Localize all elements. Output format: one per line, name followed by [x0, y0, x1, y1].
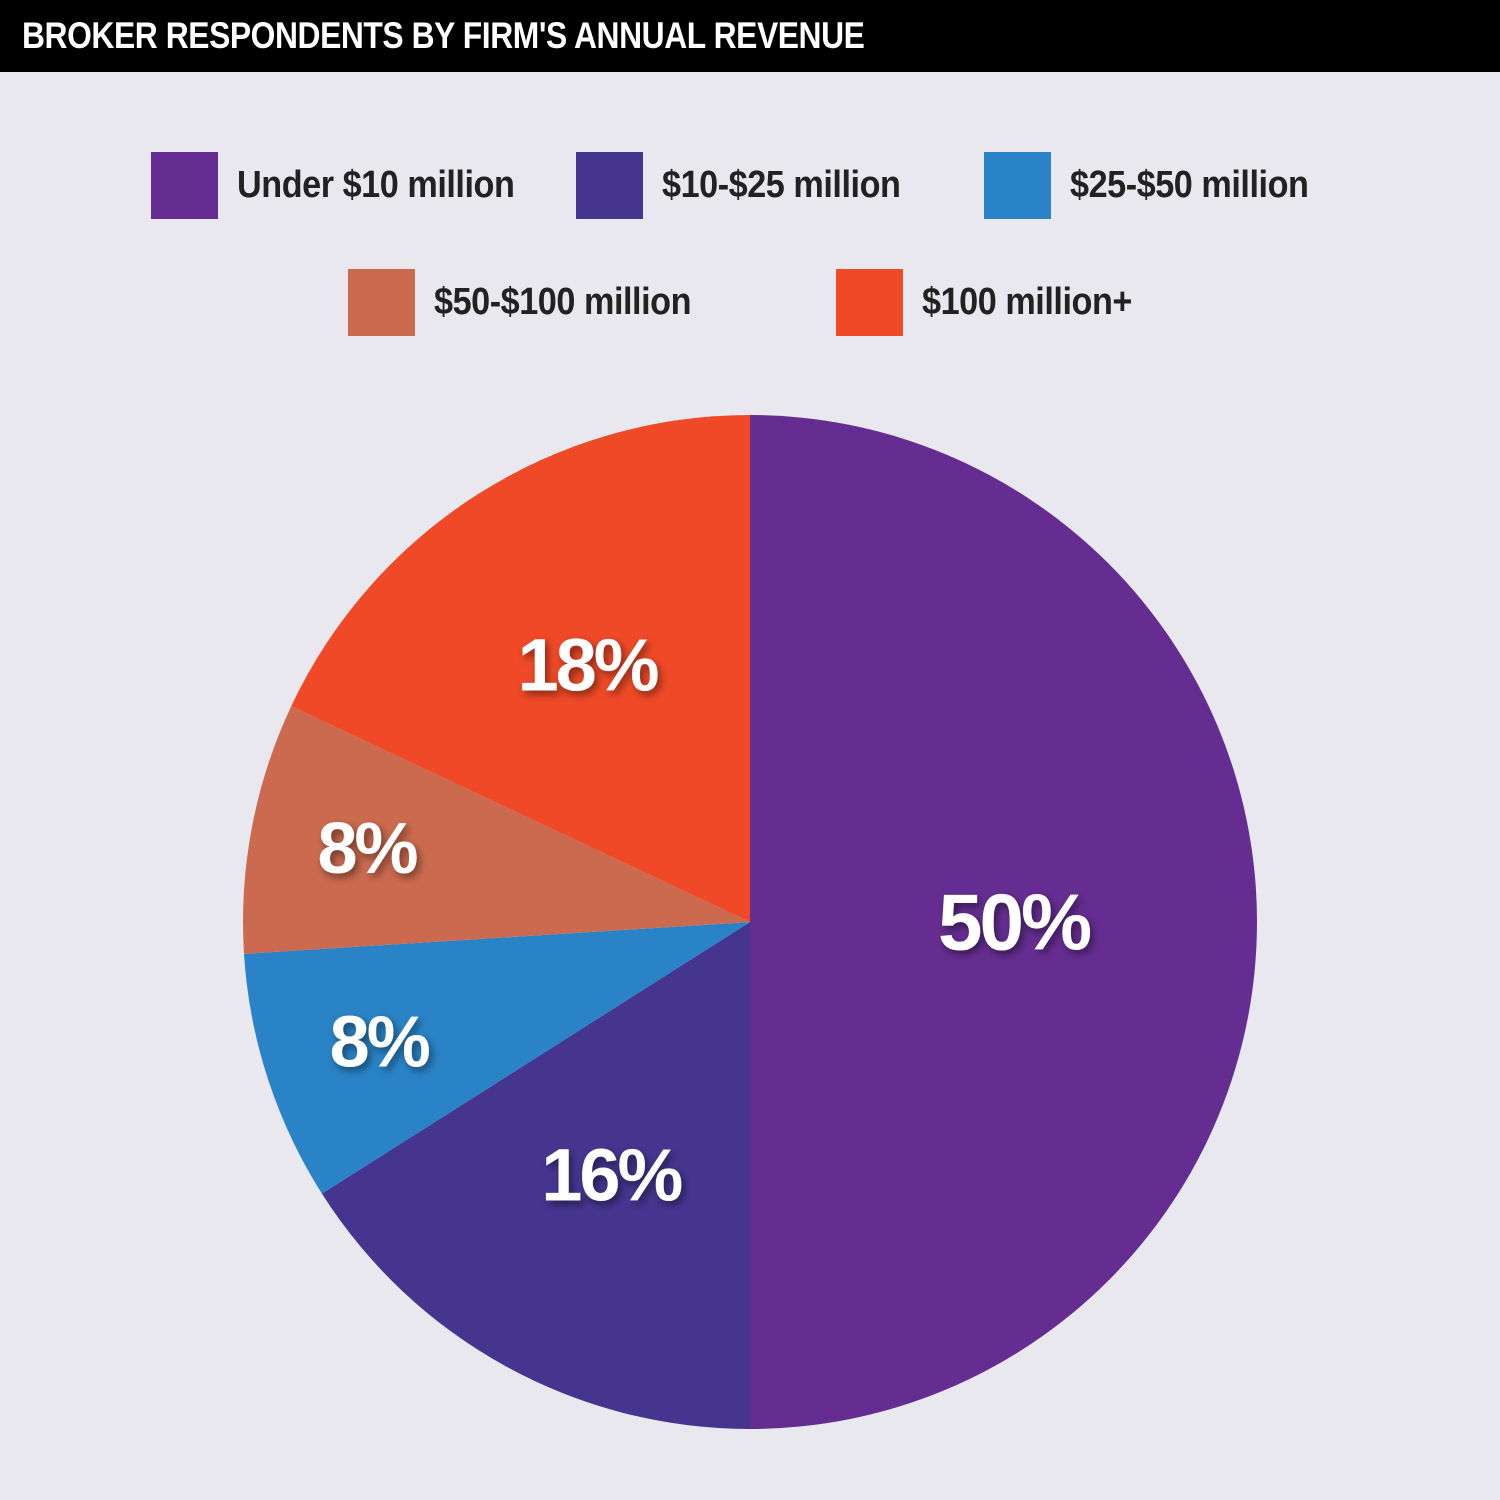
legend-label: $10-$25 million — [662, 164, 901, 206]
pie-slice-under-10m — [750, 415, 1257, 1429]
legend: Under $10 million $10-$25 million $25-$5… — [0, 0, 1500, 360]
pie-slice-25-50m — [244, 922, 750, 1194]
pie-label-25-50m: 8% — [330, 1003, 430, 1083]
legend-item-10-25m: $10-$25 million — [576, 152, 927, 219]
legend-swatch — [984, 152, 1051, 219]
legend-label: $100 million+ — [922, 281, 1132, 323]
legend-swatch — [576, 152, 643, 219]
legend-item-50-100m: $50-$100 million — [348, 269, 720, 336]
legend-item-25-50m: $25-$50 million — [984, 152, 1335, 219]
pie-label-100m-plus: 18% — [517, 624, 657, 707]
chart-title: BROKER RESPONDENTS BY FIRM'S ANNUAL REVE… — [22, 15, 865, 56]
pie-slice-50-100m — [242, 706, 750, 954]
legend-item-100m-plus: $100 million+ — [836, 269, 1155, 336]
pie-slices — [242, 415, 1257, 1429]
pie-slice-10-25m — [321, 922, 750, 1429]
pie-labels: 50% 16% 8% 8% 18% — [317, 624, 1094, 1217]
legend-label: $50-$100 million — [434, 281, 692, 323]
pie-label-10-25m: 16% — [541, 1134, 681, 1217]
legend-swatch — [348, 269, 415, 336]
pie-label-50-100m: 8% — [317, 809, 417, 889]
legend-label: $25-$50 million — [1070, 164, 1309, 206]
legend-swatch — [836, 269, 903, 336]
legend-swatch — [151, 152, 218, 219]
legend-label: Under $10 million — [237, 164, 515, 206]
pie-label-under-10m: 50% — [938, 878, 1091, 967]
title-bar: BROKER RESPONDENTS BY FIRM'S ANNUAL REVE… — [0, 0, 1500, 72]
pie-slice-100m-plus — [291, 415, 750, 922]
legend-item-under-10m: Under $10 million — [151, 152, 545, 219]
